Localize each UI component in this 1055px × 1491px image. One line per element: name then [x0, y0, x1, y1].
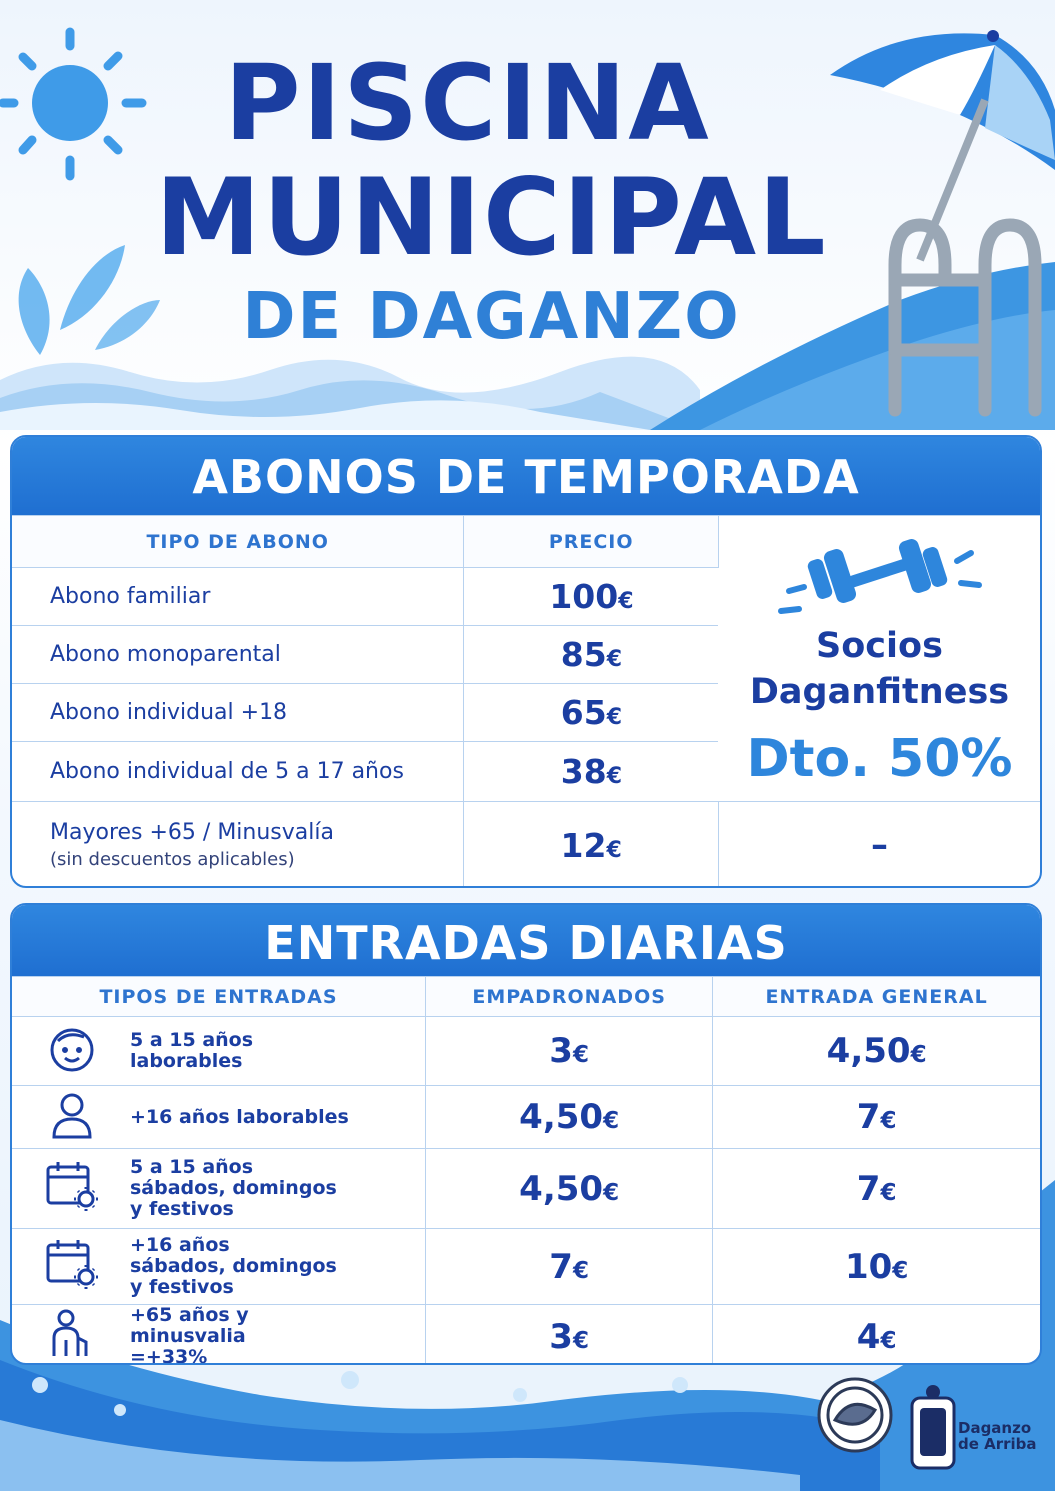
abono-row-price: 100€ [463, 567, 719, 626]
abono-row-price: 12€ [463, 801, 719, 886]
abonos-table: TIPO DE ABONO PRECIO Socio [12, 515, 1040, 886]
table-row: 5 a 15 años sábados, domingos y festivos 4… [12, 1148, 1040, 1229]
abonos-heading: ABONOS DE TEMPORADA [12, 437, 1040, 515]
water-splash-icon [18, 245, 160, 355]
table-row: +65 años y minusvalia =+33% 3€ 4€ [12, 1304, 1040, 1365]
elderly-person-icon [42, 1308, 102, 1363]
col-entrada-general: ENTRADA GENERAL [712, 976, 1040, 1017]
table-row: +16 años sábados, domingos y festivos 7€ 1… [12, 1228, 1040, 1305]
abono-row-price: 85€ [463, 625, 719, 684]
abonos-card: ABONOS DE TEMPORADA TIPO DE ABONO PRECIO [10, 435, 1042, 888]
title-line-1: PISCINA [224, 42, 711, 164]
general-price: 7€ [712, 1148, 1040, 1229]
entrada-type-label: +16 años sábados, domingos y festivos [130, 1234, 337, 1298]
entradas-card: ENTRADAS DIARIAS TIPOS DE ENTRADAS EMPAD… [10, 903, 1042, 1365]
promo-dash: – [718, 801, 1040, 886]
general-price: 10€ [712, 1228, 1040, 1305]
child-face-icon [42, 1023, 102, 1080]
empadronados-price: 7€ [425, 1228, 714, 1305]
promo-line-2: Daganfitness [749, 671, 1010, 712]
beach-umbrella-icon [830, 30, 1055, 262]
general-price: 4€ [712, 1304, 1040, 1363]
abono-row-price: 65€ [463, 683, 719, 742]
abono-row-label: Abono familiar [12, 567, 465, 626]
col-tipos-entradas: TIPOS DE ENTRADAS [12, 976, 427, 1017]
waves-top [0, 356, 700, 430]
promo-discount: Dto. 50% [746, 728, 1013, 789]
col-tipo-abono: TIPO DE ABONO [12, 515, 465, 568]
empadronados-price: 4,50€ [425, 1148, 714, 1229]
empadronados-price: 3€ [425, 1304, 714, 1363]
daganzo-logo-text: Daganzo de Arriba [958, 1419, 1037, 1453]
subtitle: DE DAGANZO [242, 280, 741, 354]
person-icon [42, 1089, 102, 1146]
abono-row-label: Abono individual +18 [12, 683, 465, 742]
promo-line-1: Socios [816, 625, 943, 666]
pool-ladder-icon [888, 218, 1042, 417]
entrada-type-label: +16 años laborables [130, 1105, 349, 1128]
col-precio: PRECIO [463, 515, 719, 568]
dumbbell-icon [778, 538, 983, 614]
table-row: +16 años laborables 4,50€ 7€ [12, 1085, 1040, 1149]
town-seal-logo [817, 1377, 893, 1453]
abono-row-note: (sin descuentos aplicables) [50, 849, 295, 871]
table-row: 5 a 15 años laborables 3€ 4,50€ [12, 1016, 1040, 1086]
sun-icon [0, 27, 147, 181]
abono-row-label: Abono monoparental [12, 625, 465, 684]
empadronados-price: 3€ [425, 1016, 714, 1086]
entrada-type-label: +65 años y minusvalia =+33% [130, 1304, 249, 1365]
daganzo-crest-logo [910, 1385, 956, 1470]
entradas-table: TIPOS DE ENTRADAS EMPADRONADOS ENTRADA G… [12, 976, 1040, 1365]
entradas-heading: ENTRADAS DIARIAS [12, 905, 1040, 976]
title-line-2: MUNICIPAL [155, 156, 828, 279]
entrada-type-label: 5 a 15 años sábados, domingos y festivos [130, 1156, 337, 1220]
abono-row-price: 38€ [463, 741, 719, 802]
entrada-type-label: 5 a 15 años laborables [130, 1029, 254, 1072]
calendar-sun-icon [42, 1237, 102, 1296]
col-empadronados: EMPADRONADOS [425, 976, 714, 1017]
promo-daganfitness: Socios Daganfitness Dto. 50% [718, 515, 1040, 802]
general-price: 7€ [712, 1085, 1040, 1149]
abono-row-label: Mayores +65 / Minusvalía (sin descuentos … [12, 801, 465, 886]
abono-row-label: Abono individual de 5 a 17 años [12, 741, 465, 802]
empadronados-price: 4,50€ [425, 1085, 714, 1149]
calendar-sun-icon [42, 1159, 102, 1218]
general-price: 4,50€ [712, 1016, 1040, 1086]
